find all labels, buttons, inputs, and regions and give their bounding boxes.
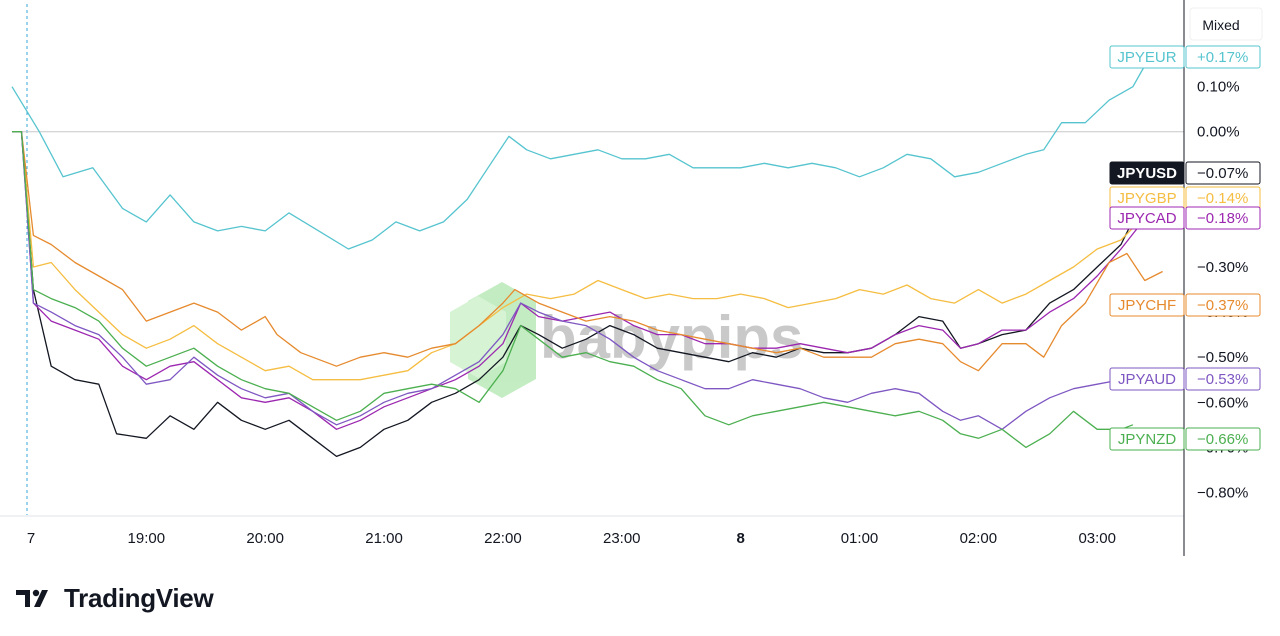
x-tick-label: 22:00 bbox=[484, 530, 522, 547]
x-tick-label: 01:00 bbox=[841, 530, 879, 547]
series-name-label-box bbox=[1109, 293, 1185, 317]
series-line-jpyaud bbox=[12, 131, 1145, 430]
y-tick-label: 0.00% bbox=[1197, 124, 1240, 141]
series-value-label-box bbox=[1185, 293, 1261, 317]
y-tick-label: −0.50% bbox=[1197, 349, 1248, 366]
series-name-labels: JPYEUR JPYUSD JPYGBP JPYCAD JPYCHF JPYAUD JPYN… bbox=[1109, 45, 1185, 451]
series-value-label: −0.07% bbox=[1197, 165, 1248, 182]
scale-mode-label: Mixed bbox=[1202, 17, 1239, 33]
x-tick-label: 02:00 bbox=[960, 530, 998, 547]
x-tick-label: 20:00 bbox=[246, 530, 284, 547]
y-tick-label: −0.30% bbox=[1197, 259, 1248, 276]
brand-name: TradingView bbox=[64, 582, 214, 613]
x-tick-label: 19:00 bbox=[128, 530, 166, 547]
series-name-label-box bbox=[1109, 161, 1185, 185]
series-value-label-box bbox=[1185, 427, 1261, 451]
series-name-label: JPYAUD bbox=[1118, 371, 1176, 388]
series-name-label: JPYCHF bbox=[1118, 297, 1176, 314]
series-name-label: JPYGBP bbox=[1117, 190, 1176, 207]
series-line-jpycad bbox=[12, 131, 1140, 430]
series-line-jpynzd bbox=[12, 131, 1134, 449]
series-name-label-box bbox=[1109, 367, 1185, 391]
series-line-jpyusd bbox=[12, 131, 1140, 458]
series-name-label: JPYNZD bbox=[1118, 431, 1177, 448]
series-value-labels: +0.17% −0.07% −0.14% −0.18% −0.37% −0.53% −0.6… bbox=[1185, 45, 1261, 451]
series-lines bbox=[11, 54, 1163, 458]
y-tick-label: 0.10% bbox=[1197, 79, 1240, 96]
watermark-text: babypips bbox=[540, 304, 803, 371]
y-tick-label: −0.60% bbox=[1197, 394, 1248, 411]
series-value-label: −0.66% bbox=[1197, 431, 1248, 448]
x-tick-label: 8 bbox=[736, 530, 744, 547]
series-name-label-box bbox=[1109, 427, 1185, 451]
babypips-watermark: babypips bbox=[450, 282, 803, 398]
series-line-jpyeur bbox=[11, 54, 1152, 250]
tradingview-logo-icon bbox=[16, 589, 48, 607]
series-name-label: JPYEUR bbox=[1117, 49, 1176, 66]
series-value-label-box bbox=[1185, 367, 1261, 391]
series-line-jpygbp bbox=[12, 131, 1140, 381]
series-value-label: −0.53% bbox=[1197, 371, 1248, 388]
series-value-label: −0.14% bbox=[1197, 190, 1248, 207]
series-value-label-box bbox=[1185, 45, 1261, 69]
x-tick-label: 23:00 bbox=[603, 530, 641, 547]
series-name-label: JPYUSD bbox=[1117, 165, 1177, 182]
series-name-label-box bbox=[1109, 45, 1185, 69]
x-tick-label: 03:00 bbox=[1078, 530, 1116, 547]
x-axis: 7 19:00 20:00 21:00 22:00 23:00 8 01:00 02:00 03:… bbox=[27, 530, 1116, 547]
series-value-label: +0.17% bbox=[1197, 49, 1248, 66]
tradingview-logo[interactable]: TradingView bbox=[16, 580, 214, 616]
series-line-jpychf bbox=[12, 131, 1163, 372]
series-value-label-box bbox=[1185, 206, 1261, 230]
scale-mode-button[interactable]: Mixed bbox=[1189, 7, 1263, 41]
series-value-label-box bbox=[1185, 161, 1261, 185]
y-tick-label: −0.80% bbox=[1197, 484, 1248, 501]
compare-chart: babypips 7 19:00 20:00 21:00 22:00 23:00 8 01:0… bbox=[0, 0, 1263, 556]
series-value-label: −0.37% bbox=[1197, 297, 1248, 314]
x-tick-label: 21:00 bbox=[365, 530, 403, 547]
series-value-label: −0.18% bbox=[1197, 210, 1248, 227]
series-name-label-box bbox=[1109, 206, 1185, 230]
x-tick-label: 7 bbox=[27, 530, 35, 547]
series-name-label: JPYCAD bbox=[1117, 210, 1176, 227]
